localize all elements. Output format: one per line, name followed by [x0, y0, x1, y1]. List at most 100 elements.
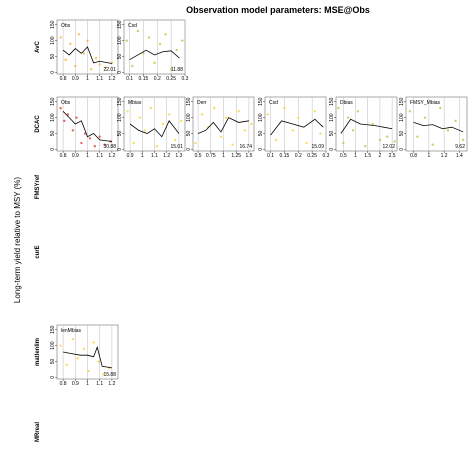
point — [97, 360, 100, 363]
point — [98, 63, 101, 66]
x-tick-label: 0.9 — [72, 76, 79, 82]
point — [274, 138, 278, 142]
x-tick-label: 1 — [86, 76, 89, 82]
y-tick-label: 150 — [329, 97, 335, 106]
panel-frame — [335, 96, 398, 152]
panel-name: Csd — [128, 23, 137, 29]
x-tick-label: 1.2 — [163, 153, 170, 159]
point — [132, 141, 135, 145]
median-line — [197, 117, 249, 134]
x-tick-label: 1.25 — [231, 153, 241, 159]
panel-name: Dbias — [340, 100, 353, 106]
y-tick-label: 100 — [50, 341, 56, 350]
point — [213, 106, 216, 110]
point — [364, 145, 367, 148]
point — [76, 357, 79, 360]
point — [74, 64, 77, 68]
point — [342, 141, 345, 145]
point — [194, 141, 197, 145]
x-tick-label: 1 — [222, 153, 225, 159]
y-tick-label: 0 — [329, 148, 335, 151]
x-tick-label: 0.75 — [206, 153, 216, 159]
x-tick-label: 0.9 — [72, 381, 79, 387]
point — [87, 369, 90, 373]
point — [71, 338, 75, 341]
x-tick-label: 1.1 — [96, 76, 103, 82]
point — [266, 113, 269, 116]
x-tick-label: 1 — [354, 153, 357, 159]
row-label: FMSYref — [35, 174, 41, 199]
median-line — [129, 49, 180, 61]
x-tick-label: 1 — [141, 153, 144, 159]
x-tick-label: 0.25 — [307, 153, 317, 159]
x-tick-label: 1 — [86, 153, 89, 159]
panel-name: Mbias — [128, 100, 142, 106]
point — [454, 119, 457, 123]
panel-name: Csd — [269, 100, 278, 106]
point — [59, 106, 62, 110]
median-line — [62, 111, 112, 142]
point — [64, 58, 67, 61]
y-tick-label: 50 — [117, 131, 123, 137]
x-tick-label: 0.15 — [280, 153, 290, 159]
y-tick-label: 0 — [186, 148, 192, 151]
point — [291, 129, 294, 132]
point — [371, 122, 374, 126]
point — [93, 145, 97, 148]
point — [82, 52, 86, 55]
panel-stat: 12.02 — [382, 144, 395, 150]
point — [169, 68, 173, 71]
y-tick-label: 50 — [50, 359, 56, 365]
point — [104, 66, 108, 69]
y-tick-label: 150 — [186, 97, 192, 106]
point — [147, 36, 151, 39]
point — [423, 116, 427, 119]
point — [59, 36, 62, 39]
y-tick-label: 100 — [50, 36, 56, 45]
point — [102, 373, 105, 376]
x-tick-label: 0.2 — [295, 153, 302, 159]
point — [219, 135, 223, 138]
chart-title: Observation model parameters: MSE@Obs — [186, 5, 370, 15]
point — [161, 122, 165, 126]
x-tick-label: 1.1 — [96, 381, 103, 387]
point — [347, 116, 350, 119]
y-tick-label: 150 — [50, 97, 56, 106]
x-tick-label: 0.1 — [126, 76, 133, 82]
y-tick-label: 50 — [117, 54, 123, 60]
point — [94, 56, 98, 60]
point — [153, 61, 156, 65]
x-tick-label: 0.8 — [60, 381, 67, 387]
y-tick-label: 100 — [399, 113, 405, 122]
y-tick-label: 100 — [117, 113, 123, 122]
point — [416, 135, 419, 138]
point — [59, 344, 62, 347]
x-tick-label: 0.2 — [154, 76, 161, 82]
point — [98, 135, 101, 138]
point — [86, 39, 89, 42]
point — [378, 138, 382, 142]
point — [283, 106, 286, 110]
y-tick-label: 150 — [50, 325, 56, 334]
x-tick-label: 0.9 — [127, 153, 134, 159]
x-tick-label: 1.2 — [108, 381, 115, 387]
panel-stat: 22.01 — [103, 67, 116, 73]
x-tick-label: 2 — [379, 153, 382, 159]
panel-stat: 16.74 — [239, 144, 252, 150]
point — [319, 132, 322, 135]
x-tick-label: 0.5 — [195, 153, 202, 159]
panel-stat: 30.88 — [103, 144, 116, 150]
x-tick-label: 0.3 — [182, 76, 189, 82]
row-label: matlenlim — [35, 338, 41, 366]
point — [461, 138, 465, 142]
point — [80, 141, 83, 145]
x-tick-label: 1 — [86, 381, 89, 387]
x-tick-label: 0.1 — [267, 153, 274, 159]
point — [125, 39, 128, 42]
point — [408, 110, 412, 113]
point — [65, 363, 68, 366]
point — [174, 138, 177, 142]
x-tick-label: 0.5 — [340, 153, 347, 159]
median-line — [129, 120, 180, 138]
